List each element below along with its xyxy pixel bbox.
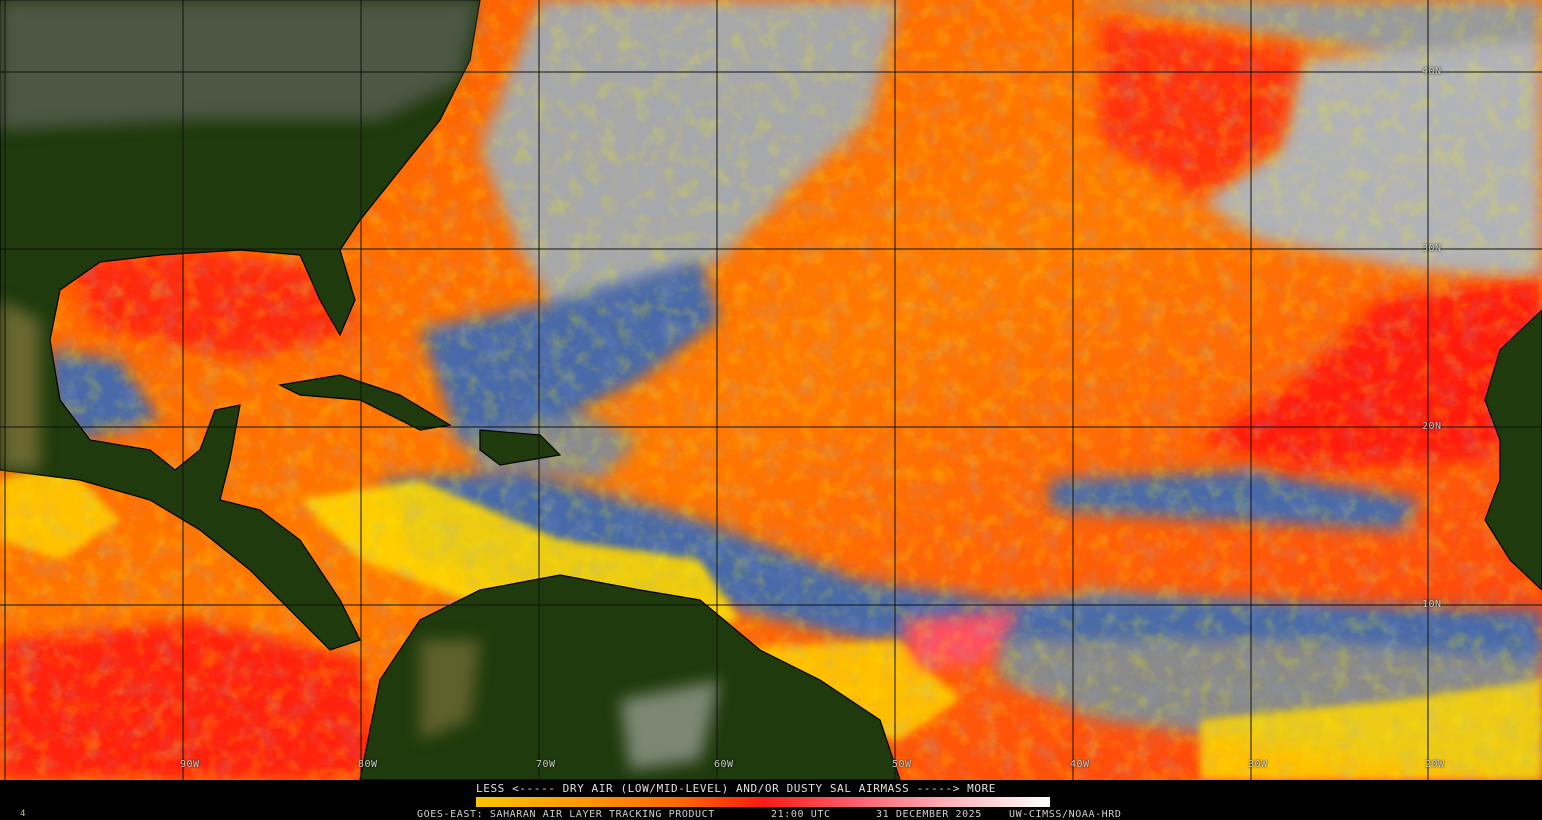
product-credit: UW-CIMSS/NOAA-HRD [1009,809,1122,820]
legend-bar: LESS <----- DRY AIR (LOW/MID-LEVEL) AND/… [0,780,1542,820]
lon-label: 20W [1425,759,1445,770]
lat-label: 30N [1422,243,1442,254]
lon-label: 40W [1070,759,1090,770]
product-time: 21:00 UTC [771,809,831,820]
product-name: GOES-EAST: SAHARAN AIR LAYER TRACKING PR… [417,809,715,820]
north-america [0,0,481,651]
lat-label: 10N [1422,599,1442,610]
lat-label: 40N [1422,66,1442,77]
frame-number: 4 [20,809,26,819]
africa [1484,309,1542,591]
color-scale [476,797,1050,807]
lon-label: 70W [536,759,556,770]
hispaniola [479,429,562,466]
lon-label: 80W [358,759,378,770]
lat-label: 20N [1422,421,1442,432]
lon-label: 30W [1248,759,1268,770]
south-america [359,574,901,780]
legend-title: LESS <----- DRY AIR (LOW/MID-LEVEL) AND/… [476,782,997,795]
lon-label: 50W [892,759,912,770]
satellite-map [0,0,1542,780]
lat-lon-grid [0,0,1542,780]
lon-label: 60W [714,759,734,770]
product-date: 31 DECEMBER 2025 [876,809,982,820]
land-masses [0,0,1542,780]
lon-label: 90W [180,759,200,770]
